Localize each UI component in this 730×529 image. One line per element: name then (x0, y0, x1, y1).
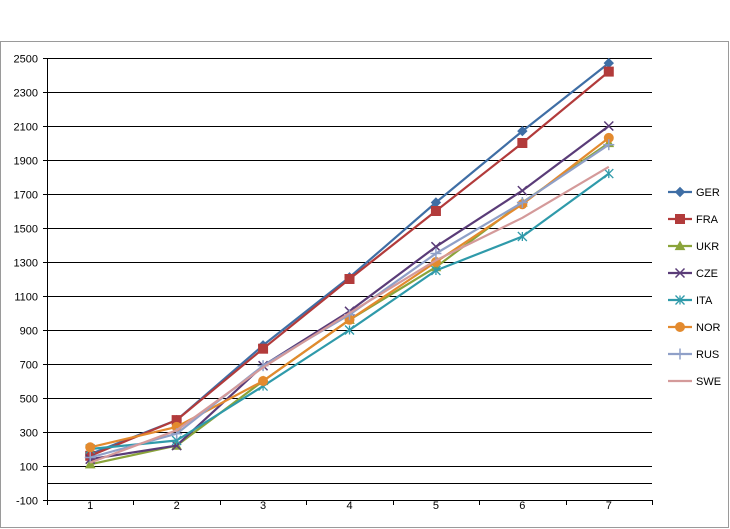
y-tick-label: 300 (20, 428, 38, 440)
legend-label-ger: GER (696, 187, 720, 199)
series-line-swe (89, 165, 610, 464)
marker-stroke (430, 241, 441, 252)
x-tick-label: 1 (87, 500, 93, 512)
legend-label-swe: SWE (696, 376, 721, 388)
data-point-ger (517, 125, 528, 137)
marker-stroke (674, 267, 686, 279)
legend-marker-ita (675, 295, 685, 305)
x-tick-label: 4 (346, 500, 352, 512)
data-point-fra (603, 66, 614, 77)
x-tick-label: 2 (174, 500, 180, 512)
data-point-ita (517, 231, 528, 242)
legend-label-cze: CZE (696, 268, 718, 280)
legend: GER FRA UKR CZE ITA NOR RUS SWE (668, 186, 721, 388)
data-point-fra (344, 274, 355, 284)
legend-item-ger: GER (668, 186, 720, 199)
legend-item-ita: ITA (668, 295, 713, 307)
series-rus (84, 139, 615, 463)
marker-stroke (517, 185, 528, 196)
series-ita (85, 168, 614, 454)
data-point-rus (430, 248, 442, 259)
legend-item-rus: RUS (668, 348, 719, 361)
data-point-fra (517, 138, 528, 148)
series-line-ger (89, 62, 610, 456)
data-point-nor (85, 442, 96, 453)
x-tick-label: 7 (606, 500, 612, 512)
x-tick-label: 6 (519, 500, 525, 512)
legend-item-cze: CZE (668, 267, 718, 280)
data-point-ita (344, 325, 355, 335)
marker-stroke (603, 120, 614, 132)
legend-label-ukr: UKR (696, 241, 719, 253)
data-point-cze (517, 185, 528, 196)
legend-marker-rus (674, 348, 686, 360)
legend-item-ukr: UKR (668, 240, 719, 253)
legend-item-swe: SWE (668, 376, 721, 388)
series-cze (85, 120, 614, 465)
legend-marker-ger (674, 186, 686, 198)
legend-marker-nor (675, 322, 685, 332)
legend-item-nor: NOR (668, 322, 721, 334)
data-point-rus (603, 139, 615, 151)
y-tick-label: 2300 (14, 88, 38, 100)
legend-marker-fra (675, 214, 685, 224)
series-line-cze (90, 125, 610, 461)
legend-label-nor: NOR (696, 322, 721, 334)
y-tick-label: 1500 (14, 224, 38, 236)
data-point-fra (430, 206, 441, 216)
series-lines (84, 57, 615, 469)
data-point-rus (84, 452, 96, 463)
legend-label-rus: RUS (696, 349, 719, 361)
y-tick-label: 100 (20, 462, 38, 474)
legend-label-ita: ITA (696, 295, 713, 307)
data-point-ukr (84, 458, 96, 469)
legend-item-fra: FRA (668, 214, 719, 226)
data-point-ita (603, 168, 614, 179)
series-ukr (84, 137, 615, 469)
legend-label-fra: FRA (696, 214, 719, 226)
y-tick-label: 700 (20, 360, 38, 372)
chart-frame (0, 41, 729, 528)
y-tick-label: 1100 (14, 292, 38, 304)
series-swe (89, 165, 610, 464)
legend-marker-ukr (674, 240, 686, 251)
y-tick-label: 2100 (14, 122, 38, 134)
axes: -100 100 300 500 700 900 1100 1300 1500 1700 1900 2… (14, 54, 653, 512)
y-tick-label: -100 (16, 496, 38, 508)
data-point-cze (603, 120, 614, 132)
y-tick-label: 900 (20, 326, 38, 338)
y-tick-label: 2500 (14, 54, 38, 66)
data-point-cze (430, 241, 441, 252)
data-point-nor (258, 376, 269, 386)
y-tick-label: 500 (20, 394, 38, 406)
legend-marker-cze (674, 267, 686, 279)
data-point-ita (430, 265, 441, 276)
data-point-rus (516, 197, 528, 208)
y-tick-label: 1300 (14, 258, 38, 270)
data-point-fra (258, 343, 269, 354)
y-tick-label: 1900 (14, 156, 38, 168)
gridlines (47, 58, 652, 501)
x-tick-label: 3 (260, 500, 266, 512)
series-line-ukr (89, 142, 610, 466)
series-line-rus (89, 143, 610, 459)
x-tick-label: 5 (433, 500, 439, 512)
y-tick-label: 1700 (14, 190, 38, 202)
